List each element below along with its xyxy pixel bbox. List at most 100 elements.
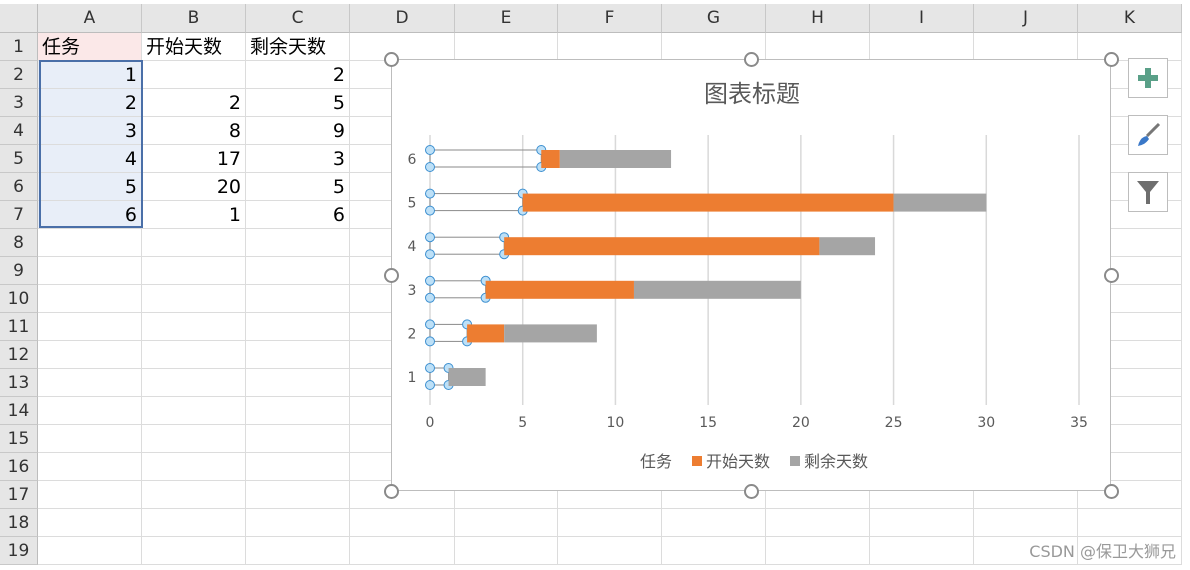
cell-K19[interactable] xyxy=(1078,537,1182,565)
cell-A15[interactable] xyxy=(38,425,142,453)
cell-B17[interactable] xyxy=(142,481,246,509)
column-header-I[interactable]: I xyxy=(870,4,974,33)
resize-handle[interactable] xyxy=(1104,484,1119,499)
cell-A7[interactable]: 6 xyxy=(38,201,142,229)
row-header-7[interactable]: 7 xyxy=(0,201,38,229)
cell-A18[interactable] xyxy=(38,509,142,537)
row-header-14[interactable]: 14 xyxy=(0,397,38,425)
cell-B11[interactable] xyxy=(142,313,246,341)
column-header-H[interactable]: H xyxy=(766,4,870,33)
column-header-E[interactable]: E xyxy=(455,4,558,33)
cell-H17[interactable] xyxy=(766,481,870,509)
row-header-12[interactable]: 12 xyxy=(0,341,38,369)
cell-D18[interactable] xyxy=(350,509,455,537)
row-header-13[interactable]: 13 xyxy=(0,369,38,397)
chart-area[interactable]: 图表标题 0 5 10 15 20 25 30 35 1 2 3 4 5 6 任务 开始天数 剩余天数 xyxy=(391,59,1111,491)
cell-A13[interactable] xyxy=(38,369,142,397)
cell-C19[interactable] xyxy=(246,537,350,565)
cell-K10[interactable] xyxy=(1078,285,1182,313)
resize-handle[interactable] xyxy=(744,52,759,67)
row-header-9[interactable]: 9 xyxy=(0,257,38,285)
cell-E17[interactable] xyxy=(455,481,558,509)
cell-H18[interactable] xyxy=(766,509,870,537)
cell-B19[interactable] xyxy=(142,537,246,565)
cell-C17[interactable] xyxy=(246,481,350,509)
row-header-18[interactable]: 18 xyxy=(0,509,38,537)
column-header-C[interactable]: C xyxy=(246,4,350,33)
cell-F19[interactable] xyxy=(558,537,662,565)
cell-C6[interactable]: 5 xyxy=(246,173,350,201)
column-header-J[interactable]: J xyxy=(974,4,1078,33)
cell-G18[interactable] xyxy=(662,509,766,537)
cell-C9[interactable] xyxy=(246,257,350,285)
cell-C13[interactable] xyxy=(246,369,350,397)
cell-B13[interactable] xyxy=(142,369,246,397)
row-header-3[interactable]: 3 xyxy=(0,89,38,117)
cell-K12[interactable] xyxy=(1078,341,1182,369)
cell-D19[interactable] xyxy=(350,537,455,565)
cell-A3[interactable]: 2 xyxy=(38,89,142,117)
cell-F17[interactable] xyxy=(558,481,662,509)
cell-B16[interactable] xyxy=(142,453,246,481)
cell-K16[interactable] xyxy=(1078,453,1182,481)
cell-K14[interactable] xyxy=(1078,397,1182,425)
cell-K8[interactable] xyxy=(1078,229,1182,257)
resize-handle[interactable] xyxy=(384,268,399,283)
cell-A11[interactable] xyxy=(38,313,142,341)
column-header-B[interactable]: B xyxy=(142,4,246,33)
row-header-5[interactable]: 5 xyxy=(0,145,38,173)
cell-A16[interactable] xyxy=(38,453,142,481)
cell-H1[interactable] xyxy=(766,33,870,61)
cell-C14[interactable] xyxy=(246,397,350,425)
cell-C5[interactable]: 3 xyxy=(246,145,350,173)
cell-B12[interactable] xyxy=(142,341,246,369)
cell-C16[interactable] xyxy=(246,453,350,481)
row-header-10[interactable]: 10 xyxy=(0,285,38,313)
cell-C8[interactable] xyxy=(246,229,350,257)
cell-B9[interactable] xyxy=(142,257,246,285)
cell-A19[interactable] xyxy=(38,537,142,565)
row-header-19[interactable]: 19 xyxy=(0,537,38,565)
row-header-4[interactable]: 4 xyxy=(0,117,38,145)
cell-E1[interactable] xyxy=(455,33,558,61)
cell-A9[interactable] xyxy=(38,257,142,285)
column-header-A[interactable]: A xyxy=(38,4,142,33)
row-header-6[interactable]: 6 xyxy=(0,173,38,201)
cell-K17[interactable] xyxy=(1078,481,1182,509)
cell-A6[interactable]: 5 xyxy=(38,173,142,201)
cell-A14[interactable] xyxy=(38,397,142,425)
cell-D1[interactable] xyxy=(350,33,455,61)
cell-A1[interactable]: 任务 xyxy=(38,33,142,61)
cell-C18[interactable] xyxy=(246,509,350,537)
cell-I18[interactable] xyxy=(870,509,974,537)
cell-A8[interactable] xyxy=(38,229,142,257)
cell-K15[interactable] xyxy=(1078,425,1182,453)
cell-C1[interactable]: 剩余天数 xyxy=(246,33,350,61)
cell-A2[interactable]: 1 xyxy=(38,61,142,89)
resize-handle[interactable] xyxy=(744,484,759,499)
cell-K11[interactable] xyxy=(1078,313,1182,341)
cell-C3[interactable]: 5 xyxy=(246,89,350,117)
cell-E19[interactable] xyxy=(455,537,558,565)
cell-B5[interactable]: 17 xyxy=(142,145,246,173)
cell-J18[interactable] xyxy=(974,509,1078,537)
row-header-8[interactable]: 8 xyxy=(0,229,38,257)
column-header-D[interactable]: D xyxy=(350,4,455,33)
resize-handle[interactable] xyxy=(384,484,399,499)
cell-B14[interactable] xyxy=(142,397,246,425)
column-header-K[interactable]: K xyxy=(1078,4,1182,33)
cell-C7[interactable]: 6 xyxy=(246,201,350,229)
cell-B2[interactable] xyxy=(142,61,246,89)
row-header-2[interactable]: 2 xyxy=(0,61,38,89)
cell-H19[interactable] xyxy=(766,537,870,565)
cell-B18[interactable] xyxy=(142,509,246,537)
cell-D17[interactable] xyxy=(350,481,455,509)
cell-A4[interactable]: 3 xyxy=(38,117,142,145)
cell-A5[interactable]: 4 xyxy=(38,145,142,173)
cell-C12[interactable] xyxy=(246,341,350,369)
row-header-16[interactable]: 16 xyxy=(0,453,38,481)
cell-B4[interactable]: 8 xyxy=(142,117,246,145)
chart-styles-button[interactable] xyxy=(1128,115,1168,155)
chart-elements-button[interactable] xyxy=(1128,58,1168,98)
select-all-corner[interactable] xyxy=(0,4,38,33)
